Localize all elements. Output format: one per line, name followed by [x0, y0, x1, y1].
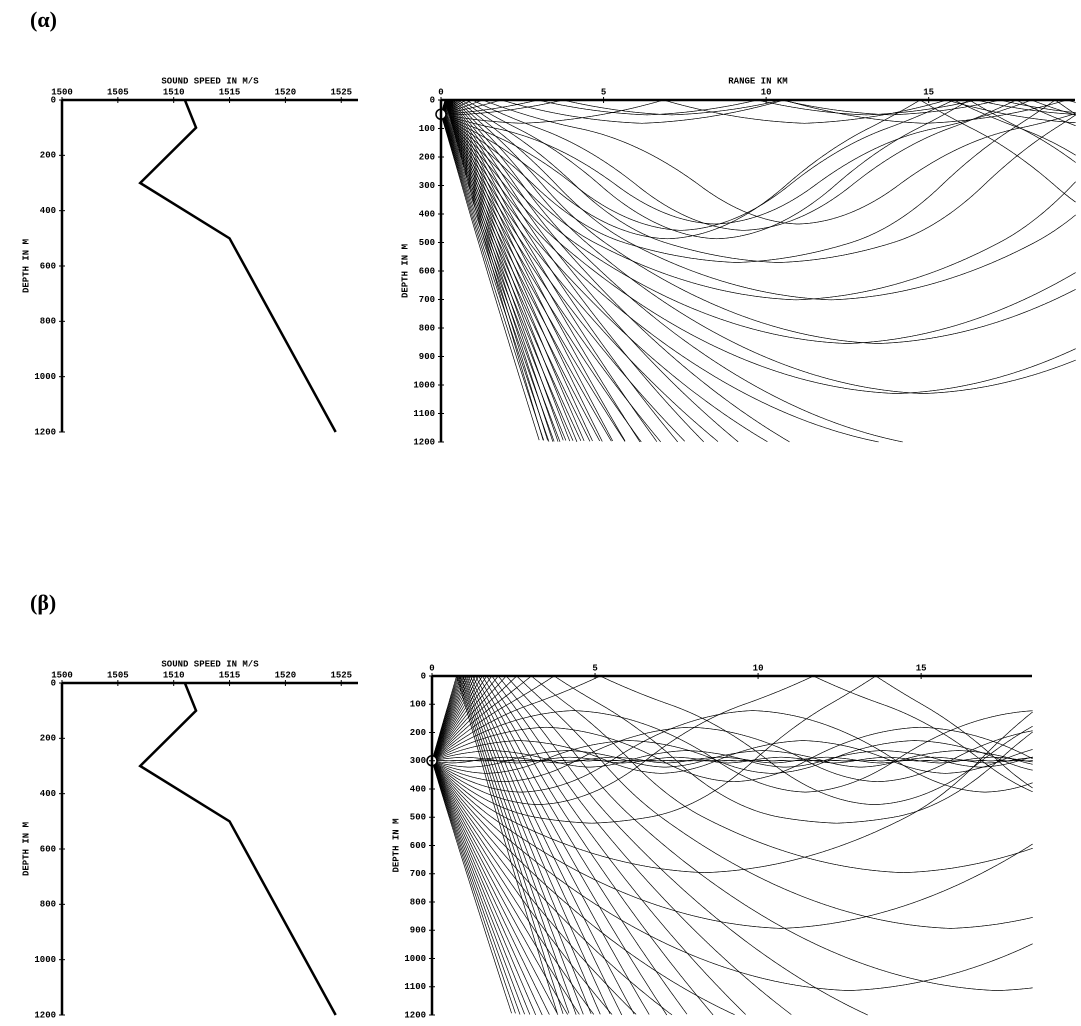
y-tick-label: 1200 — [34, 427, 56, 437]
x-tick-label: 1515 — [219, 670, 241, 680]
ray — [441, 114, 767, 441]
y-tick-label: 600 — [410, 841, 426, 851]
ray — [432, 676, 791, 1014]
y-tick-label: 700 — [410, 869, 426, 879]
y-tick-label: 500 — [419, 238, 435, 248]
ray — [432, 757, 1033, 763]
y-tick-label: 200 — [419, 152, 435, 162]
sound-speed-line — [140, 100, 335, 432]
y-tick-label: 200 — [40, 151, 56, 161]
x-tick-label: 1505 — [107, 670, 129, 680]
ray — [441, 100, 903, 442]
x-axis-label: SOUND SPEED IN M/S — [161, 76, 259, 86]
y-tick-label: 800 — [419, 323, 435, 333]
ray — [432, 676, 1033, 805]
ray — [432, 761, 1033, 991]
y-axis-label: DEPTH IN M — [21, 239, 31, 293]
y-tick-label: 1200 — [404, 1010, 426, 1020]
x-tick-label: 15 — [916, 663, 927, 673]
x-tick-label: 10 — [753, 663, 764, 673]
y-tick-label: 600 — [40, 261, 56, 271]
y-tick-label: 0 — [430, 95, 435, 105]
y-tick-label: 400 — [40, 206, 56, 216]
y-tick-label: 700 — [419, 295, 435, 305]
ray — [432, 676, 1033, 805]
y-tick-label: 200 — [410, 728, 426, 738]
y-tick-label: 1000 — [404, 954, 426, 964]
x-axis-label: RANGE IN KM — [728, 76, 787, 86]
y-tick-label: 1200 — [34, 1010, 56, 1020]
x-tick-label: 5 — [592, 663, 597, 673]
y-tick-label: 400 — [40, 789, 56, 799]
ray — [441, 100, 1076, 262]
panel-label: (β) — [30, 590, 56, 615]
ray — [441, 100, 1076, 262]
ray — [441, 114, 1076, 393]
y-tick-label: 500 — [410, 813, 426, 823]
ray — [432, 677, 687, 1015]
ray — [432, 676, 1033, 990]
ray — [432, 677, 557, 1013]
ray — [432, 761, 636, 1015]
y-tick-label: 1000 — [34, 955, 56, 965]
ray — [432, 761, 612, 1015]
x-tick-label: 1520 — [275, 87, 297, 97]
y-axis-label: DEPTH IN M — [400, 244, 410, 298]
x-axis-label: SOUND SPEED IN M/S — [161, 659, 259, 669]
y-tick-label: 900 — [419, 352, 435, 362]
x-tick-label: 0 — [429, 663, 434, 673]
y-tick-label: 0 — [51, 678, 56, 688]
y-tick-label: 800 — [40, 900, 56, 910]
y-tick-label: 800 — [40, 317, 56, 327]
y-tick-label: 300 — [410, 756, 426, 766]
ray — [432, 761, 672, 1015]
y-tick-label: 300 — [419, 181, 435, 191]
y-tick-label: 1100 — [413, 409, 435, 419]
y-axis-label: DEPTH IN M — [391, 818, 401, 872]
rays — [441, 100, 1076, 442]
y-tick-label: 1000 — [34, 372, 56, 382]
y-tick-label: 600 — [419, 266, 435, 276]
x-tick-label: 1525 — [330, 87, 352, 97]
rays — [432, 676, 1033, 1015]
ray — [441, 101, 625, 441]
y-tick-label: 400 — [419, 209, 435, 219]
panel-label: (α) — [30, 7, 57, 32]
sound-speed-line — [140, 683, 335, 1015]
y-tick-label: 800 — [410, 897, 426, 907]
ray — [441, 100, 657, 442]
x-tick-label: 1505 — [107, 87, 129, 97]
y-tick-label: 0 — [421, 671, 426, 681]
y-tick-label: 900 — [410, 926, 426, 936]
y-tick-label: 0 — [51, 95, 56, 105]
x-tick-label: 15 — [923, 87, 934, 97]
y-tick-label: 400 — [410, 784, 426, 794]
x-tick-label: 1525 — [330, 670, 352, 680]
y-axis-label: DEPTH IN M — [21, 822, 31, 876]
x-tick-label: 10 — [761, 87, 772, 97]
x-tick-label: 1510 — [163, 87, 185, 97]
x-tick-label: 5 — [601, 87, 606, 97]
y-tick-label: 100 — [419, 124, 435, 134]
y-tick-label: 200 — [40, 734, 56, 744]
ray — [441, 100, 1076, 239]
y-tick-label: 1200 — [413, 437, 435, 447]
ray — [432, 676, 1033, 823]
x-tick-label: 1510 — [163, 670, 185, 680]
ray — [432, 676, 569, 1013]
y-tick-label: 600 — [40, 844, 56, 854]
ray — [441, 100, 738, 442]
x-tick-label: 1515 — [219, 87, 241, 97]
y-tick-label: 100 — [410, 700, 426, 710]
x-tick-label: 0 — [438, 87, 443, 97]
ray — [432, 676, 1033, 823]
y-tick-label: 1000 — [413, 380, 435, 390]
ray — [441, 100, 1076, 239]
x-tick-label: 1520 — [275, 670, 297, 680]
ray — [441, 100, 1076, 123]
y-tick-label: 1100 — [404, 982, 426, 992]
